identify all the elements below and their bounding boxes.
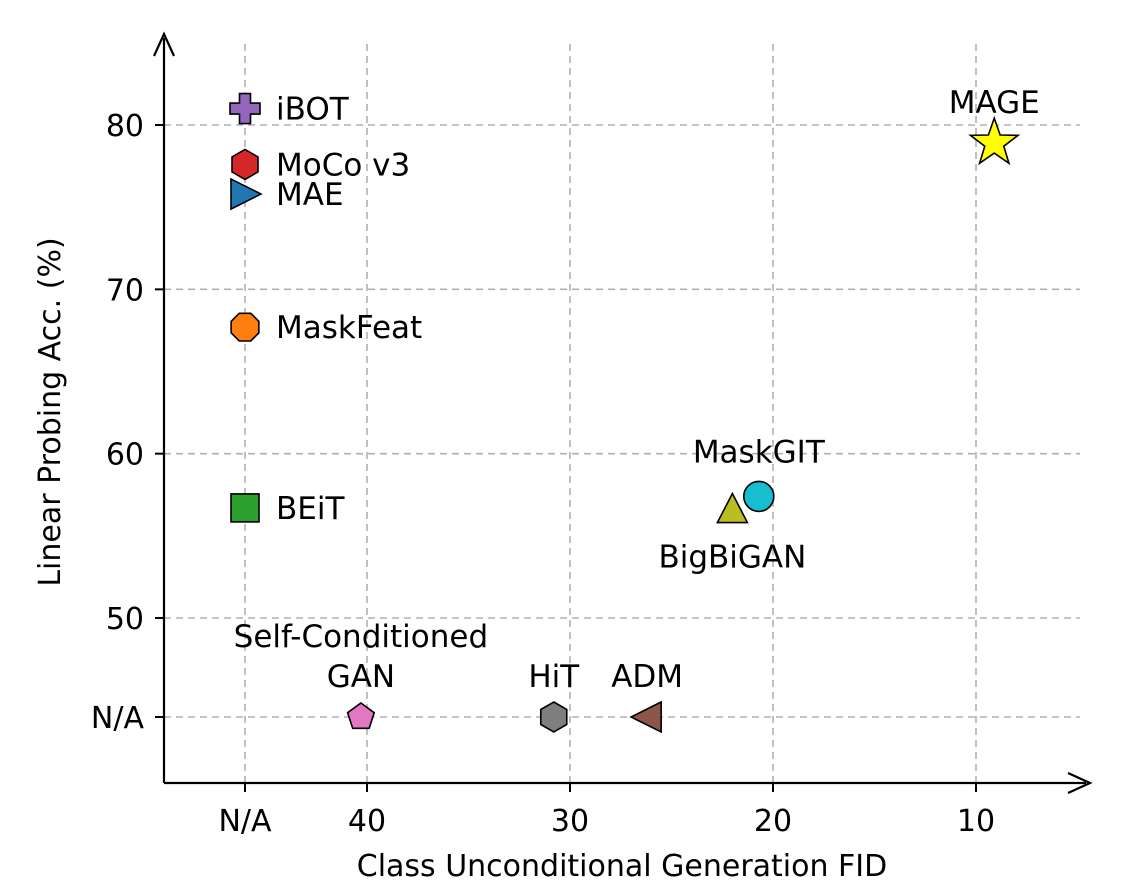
point-label-adm: ADM (611, 659, 683, 695)
point-label-hit: HiT (528, 659, 580, 695)
point-bigbigan (716, 491, 749, 524)
point-moco-v3-shape (231, 148, 259, 181)
point-label-mae: MAE (276, 177, 344, 213)
point-label-maskfeat: MaskFeat (276, 310, 422, 346)
point-self-conditioned-gan-shape (346, 702, 376, 730)
x-tick-label: N/A (218, 804, 272, 839)
point-ibot-shape (229, 92, 261, 125)
point-maskfeat (230, 312, 260, 342)
point-mage (968, 115, 1021, 166)
point-label-maskgit: MaskGIT (693, 434, 826, 470)
x-tick-label: 20 (754, 804, 792, 839)
y-axis-arrow (152, 31, 176, 57)
point-beit (230, 493, 260, 523)
point-label-ibot: iBOT (276, 92, 350, 128)
y-tick-label: N/A (91, 701, 145, 736)
point-adm (629, 700, 662, 734)
point-label-moco-v3: MoCo v3 (276, 147, 410, 183)
x-axis-label: Class Unconditional Generation FID (357, 849, 888, 884)
point-hit-shape (539, 701, 568, 733)
point-hit (539, 701, 568, 733)
point-beit-shape (230, 493, 260, 523)
y-axis-label: Linear Probing Acc. (%) (33, 237, 68, 586)
x-tick-label: 30 (551, 804, 589, 839)
point-bigbigan-shape (716, 491, 749, 524)
point-mage-shape (968, 115, 1021, 166)
point-maskfeat-shape (230, 312, 260, 342)
point-self-conditioned-gan (346, 702, 376, 730)
y-tick-label: 70 (106, 273, 144, 308)
point-label-beit: BEiT (276, 491, 345, 527)
point-moco-v3 (231, 148, 259, 181)
point-maskgit-shape (742, 480, 775, 513)
x-tick-label: 40 (348, 804, 386, 839)
point-maskgit (742, 480, 775, 513)
y-tick-label: 80 (106, 109, 144, 144)
y-tick-label: 60 (106, 438, 144, 473)
point-ibot (229, 92, 261, 125)
point-label-self-conditioned-gan: GAN (327, 659, 395, 695)
x-axis-arrow (1067, 771, 1093, 795)
point-label-self-conditioned-gan: Self-Conditioned (234, 619, 488, 655)
x-tick-label: 10 (957, 804, 995, 839)
point-label-bigbigan: BigBiGAN (658, 540, 806, 576)
point-label-mage: MAGE (949, 85, 1040, 121)
point-adm-shape (629, 700, 662, 734)
point-mae (230, 177, 263, 211)
point-mae-shape (230, 177, 263, 211)
y-tick-label: 50 (106, 602, 144, 637)
